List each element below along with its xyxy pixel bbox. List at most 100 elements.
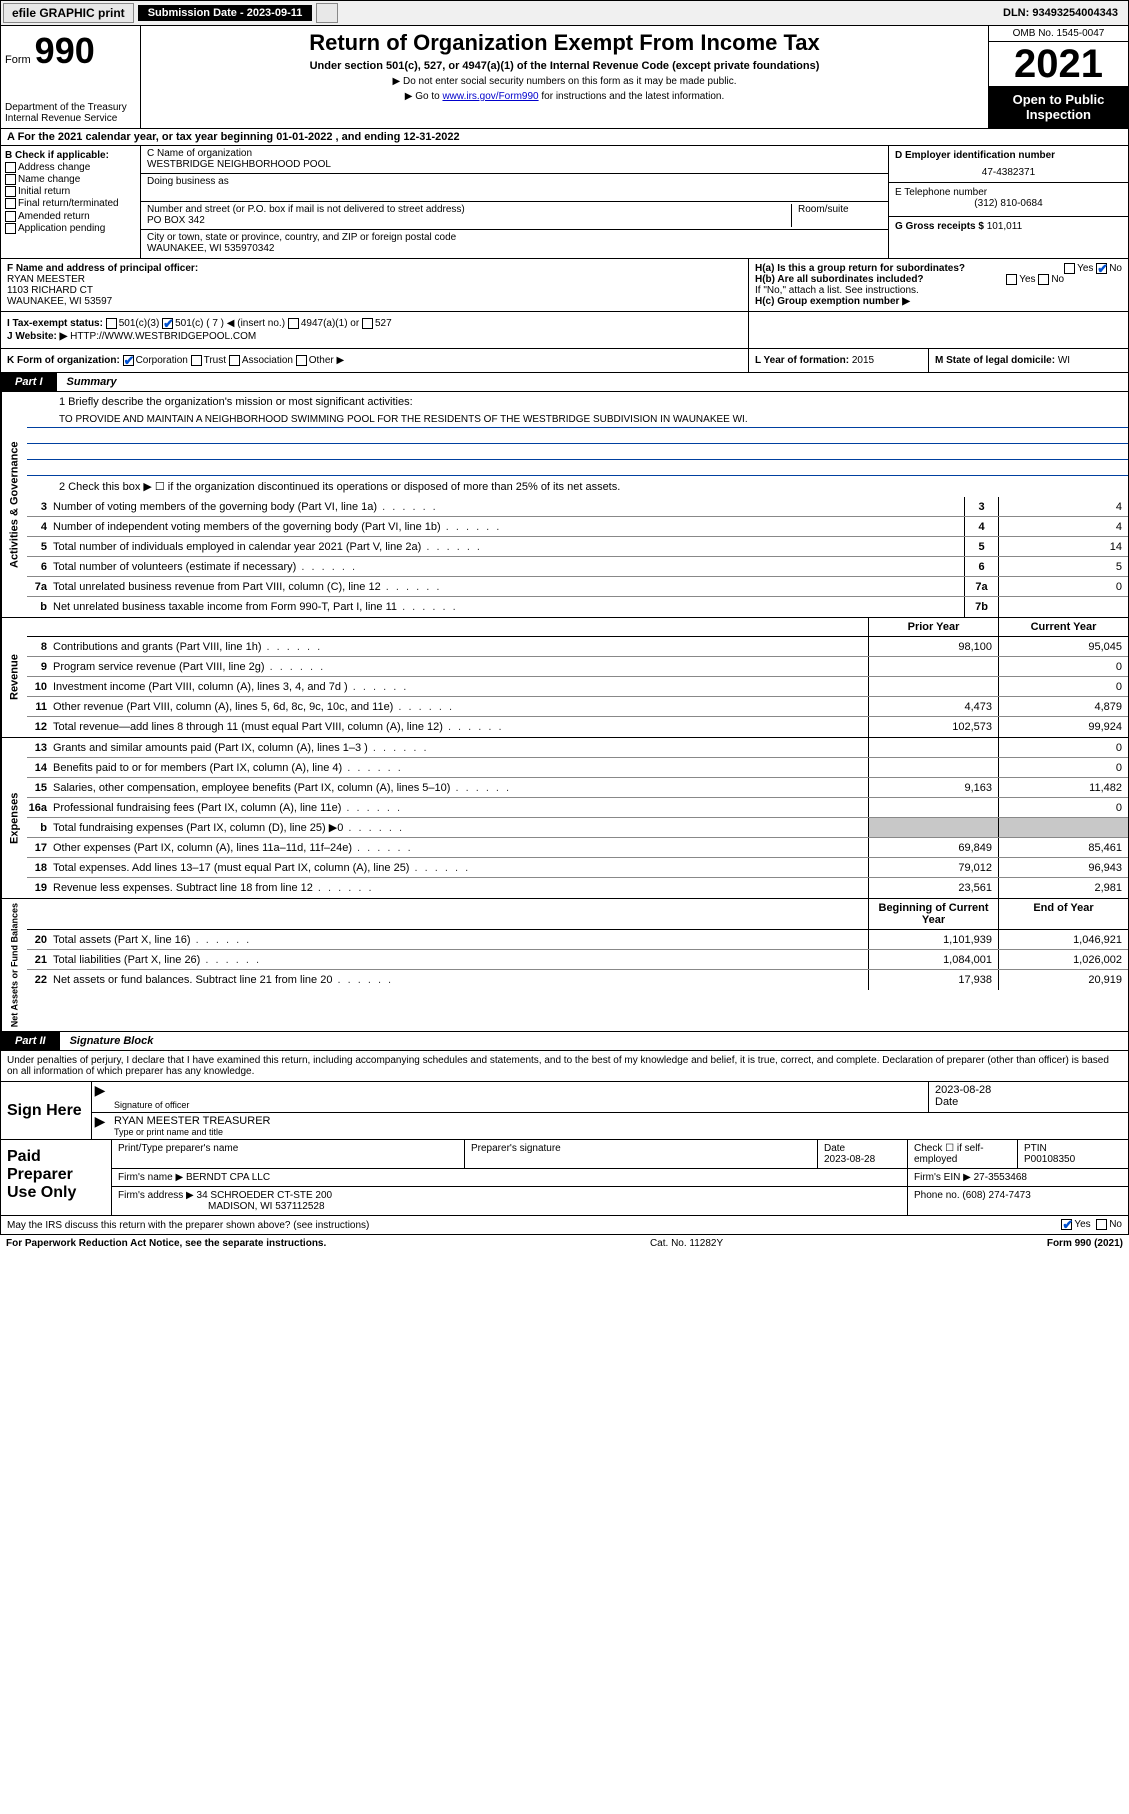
data-line: 19Revenue less expenses. Subtract line 1…: [27, 878, 1128, 898]
sig-declaration: Under penalties of perjury, I declare th…: [0, 1051, 1129, 1082]
mission-blank3: [27, 460, 1128, 476]
cb-pending: Application pending: [5, 223, 136, 234]
footer: For Paperwork Reduction Act Notice, see …: [0, 1235, 1129, 1252]
street-label: Number and street (or P.O. box if mail i…: [147, 204, 785, 215]
data-line: 12Total revenue—add lines 8 through 11 (…: [27, 717, 1128, 737]
part2-tab: Part II: [1, 1032, 60, 1050]
firm-addr-label: Firm's address ▶: [118, 1190, 194, 1201]
current-year-h: Current Year: [998, 618, 1128, 636]
cb-501c3[interactable]: [106, 318, 117, 329]
row-fgh: F Name and address of principal officer:…: [0, 259, 1129, 312]
ha-label: H(a) Is this a group return for subordin…: [755, 263, 965, 274]
firm-ein-label: Firm's EIN ▶: [914, 1172, 971, 1183]
cb-address: Address change: [5, 162, 136, 173]
gov-line: 5Total number of individuals employed in…: [27, 537, 1128, 557]
firm-label: Firm's name ▶: [118, 1172, 183, 1183]
cb-initial: Initial return: [5, 186, 136, 197]
ha-no[interactable]: [1096, 263, 1107, 274]
sign-here-label: Sign Here: [1, 1082, 91, 1139]
form-title: Return of Organization Exempt From Incom…: [149, 30, 980, 56]
ptin-label: PTIN: [1024, 1143, 1122, 1154]
part1-title: Summary: [57, 373, 127, 391]
gov-line: 6Total number of volunteers (estimate if…: [27, 557, 1128, 577]
preparer-row: Paid Preparer Use Only Print/Type prepar…: [0, 1140, 1129, 1216]
gross: 101,011: [987, 221, 1022, 232]
note2-pre: ▶ Go to: [405, 91, 443, 102]
note2-post: for instructions and the latest informat…: [539, 91, 725, 102]
form-word: Form: [5, 54, 31, 66]
data-line: 10Investment income (Part VIII, column (…: [27, 677, 1128, 697]
formorg-label: K Form of organization:: [7, 355, 120, 366]
mission-blank1: [27, 428, 1128, 444]
part1-tab: Part I: [1, 373, 57, 391]
revenue-block: Revenue Prior Year Current Year 8Contrib…: [0, 618, 1129, 738]
firm-ein: 27-3553468: [974, 1172, 1027, 1183]
data-line: 11Other revenue (Part VIII, column (A), …: [27, 697, 1128, 717]
cb-final: Final return/terminated: [5, 198, 136, 209]
sidebar-revenue: Revenue: [1, 618, 27, 737]
street: PO BOX 342: [147, 215, 785, 226]
top-bar: efile GRAPHIC print Submission Date - 20…: [0, 0, 1129, 26]
officer-label: F Name and address of principal officer:: [7, 263, 198, 274]
org-name: WESTBRIDGE NEIGHBORHOOD POOL: [147, 159, 882, 170]
row-ij: I Tax-exempt status: 501(c)(3) 501(c) ( …: [0, 312, 1129, 349]
row-a: A For the 2021 calendar year, or tax yea…: [0, 129, 1129, 146]
ha-yes[interactable]: [1064, 263, 1075, 274]
firm-phone-label: Phone no.: [914, 1190, 960, 1201]
discuss-yes[interactable]: [1061, 1219, 1072, 1230]
city: WAUNAKEE, WI 535970342: [147, 243, 882, 254]
line2: 2 Check this box ▶ ☐ if the organization…: [27, 476, 1128, 497]
officer-name: RYAN MEESTER: [7, 274, 85, 285]
domicile: WI: [1058, 355, 1070, 366]
data-line: 20Total assets (Part X, line 16)1,101,93…: [27, 930, 1128, 950]
irs-link[interactable]: www.irs.gov/Form990: [442, 91, 538, 102]
gov-line: bNet unrelated business taxable income f…: [27, 597, 1128, 617]
rev-header: Prior Year Current Year: [27, 618, 1128, 637]
sign-date: 2023-08-28: [935, 1084, 1122, 1096]
arrow-icon: ▶: [92, 1113, 108, 1139]
prep-h2: Preparer's signature: [471, 1143, 811, 1154]
cb-4947[interactable]: [288, 318, 299, 329]
prior-year-h: Prior Year: [868, 618, 998, 636]
data-line: 8Contributions and grants (Part VIII, li…: [27, 637, 1128, 657]
cb-527[interactable]: [362, 318, 373, 329]
phone: (312) 810-0684: [895, 198, 1122, 209]
cb-501c[interactable]: [162, 318, 173, 329]
footer-right: Form 990 (2021): [1047, 1238, 1123, 1249]
org-name-label: C Name of organization: [147, 148, 882, 159]
dln: DLN: 93493254004343: [1003, 7, 1126, 19]
discuss-no[interactable]: [1096, 1219, 1107, 1230]
form-subtitle: Under section 501(c), 527, or 4947(a)(1)…: [149, 60, 980, 72]
hb-yes[interactable]: [1006, 274, 1017, 285]
blank-button[interactable]: [316, 3, 337, 23]
cb-trust[interactable]: [191, 355, 202, 366]
hc-label: H(c) Group exemption number ▶: [755, 296, 910, 307]
sig-officer-label: Signature of officer: [114, 1100, 922, 1110]
cb-other[interactable]: [296, 355, 307, 366]
col-d: D Employer identification number 47-4382…: [888, 146, 1128, 258]
section-bcd: B Check if applicable: Address change Na…: [0, 146, 1129, 259]
data-line: 15Salaries, other compensation, employee…: [27, 778, 1128, 798]
gross-label: G Gross receipts $: [895, 221, 984, 232]
sidebar-net: Net Assets or Fund Balances: [1, 899, 27, 1031]
ssn-note: ▶ Do not enter social security numbers o…: [149, 76, 980, 87]
website-label: J Website: ▶: [7, 331, 67, 342]
data-line: 13Grants and similar amounts paid (Part …: [27, 738, 1128, 758]
header-right: OMB No. 1545-0047 2021 Open to Public In…: [988, 26, 1128, 128]
efile-button[interactable]: efile GRAPHIC print: [3, 3, 134, 23]
form-number: 990: [35, 30, 95, 72]
gov-line: 7aTotal unrelated business revenue from …: [27, 577, 1128, 597]
dept-treasury: Department of the Treasury: [5, 102, 136, 113]
yof-label: L Year of formation:: [755, 355, 849, 366]
part2-title: Signature Block: [60, 1032, 164, 1050]
cb-corp[interactable]: [123, 355, 134, 366]
col-b: B Check if applicable: Address change Na…: [1, 146, 141, 258]
cb-amended: Amended return: [5, 211, 136, 222]
data-line: 17Other expenses (Part IX, column (A), l…: [27, 838, 1128, 858]
domicile-label: M State of legal domicile:: [935, 355, 1055, 366]
cb-assoc[interactable]: [229, 355, 240, 366]
col-b-title: B Check if applicable:: [5, 150, 109, 161]
hb-no[interactable]: [1038, 274, 1049, 285]
col-c: C Name of organization WESTBRIDGE NEIGHB…: [141, 146, 888, 258]
gov-line: 4Number of independent voting members of…: [27, 517, 1128, 537]
